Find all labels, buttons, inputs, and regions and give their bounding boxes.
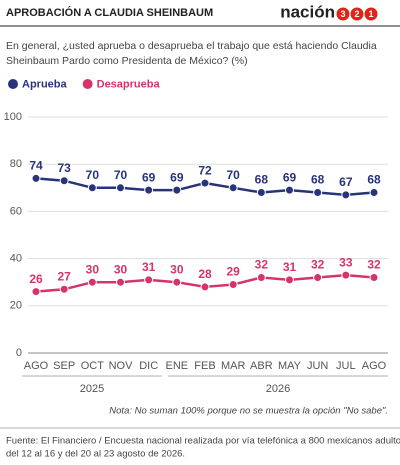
subtitle: En general, ¿usted aprueba o desaprueba … xyxy=(6,40,377,52)
x-tick-label: NOV xyxy=(109,360,134,372)
point xyxy=(369,188,379,198)
brand: nación xyxy=(280,2,335,21)
point xyxy=(228,280,238,290)
value-label: 69 xyxy=(142,170,156,184)
x-tick-label: DIC xyxy=(139,360,158,372)
point xyxy=(341,270,351,280)
point xyxy=(313,188,323,198)
x-tick-label: MAR xyxy=(221,360,246,372)
y-tick-label: 0 xyxy=(16,347,22,359)
brand-digit: 2 xyxy=(354,9,359,19)
point xyxy=(172,185,182,195)
x-tick-label: ABR xyxy=(250,360,273,372)
x-tick-label: JUL xyxy=(336,360,356,372)
y-tick-label: 60 xyxy=(10,205,22,217)
brand-circle xyxy=(350,7,364,21)
value-label: 30 xyxy=(170,262,184,276)
year-label: 2025 xyxy=(80,383,104,395)
brand-digits: 3 2 1 xyxy=(336,7,378,21)
value-label: 27 xyxy=(57,269,71,283)
value-label: 32 xyxy=(255,258,269,272)
value-label: 32 xyxy=(311,258,325,272)
value-label: 33 xyxy=(339,255,353,269)
point xyxy=(341,190,351,200)
value-label: 70 xyxy=(86,168,100,182)
point xyxy=(59,176,69,186)
value-label: 29 xyxy=(226,265,240,279)
y-tick-label: 100 xyxy=(4,111,22,123)
value-label: 74 xyxy=(29,159,43,173)
x-tick-label: AGO xyxy=(362,360,387,372)
source: Fuente: El Financiero / Encuesta naciona… xyxy=(6,436,400,447)
point xyxy=(228,183,238,193)
brand-digit: 1 xyxy=(368,9,373,19)
value-label: 70 xyxy=(114,168,128,182)
source: del 12 al 16 y del 20 al 23 agosto de 20… xyxy=(6,449,185,460)
value-label: 69 xyxy=(170,170,184,184)
point xyxy=(116,183,125,193)
point xyxy=(87,277,97,287)
value-label: 73 xyxy=(57,161,71,175)
value-label: 70 xyxy=(226,168,240,182)
value-label: 68 xyxy=(255,173,269,187)
point xyxy=(31,173,41,183)
point xyxy=(87,183,97,193)
point xyxy=(116,277,125,287)
point xyxy=(144,275,154,285)
point xyxy=(31,287,41,297)
brand-digit: 3 xyxy=(340,9,345,19)
value-label: 67 xyxy=(339,175,353,189)
point xyxy=(256,188,266,198)
subtitle: Sheinbaum Pardo como Presidenta de Méxic… xyxy=(6,55,248,67)
point xyxy=(369,272,379,282)
point xyxy=(144,185,154,195)
y-tick-label: 20 xyxy=(10,300,22,312)
point xyxy=(172,277,182,287)
x-tick-label: FEB xyxy=(194,360,215,372)
value-label: 31 xyxy=(283,260,297,274)
value-label: 31 xyxy=(142,260,156,274)
point xyxy=(256,272,266,282)
point xyxy=(313,272,323,282)
value-label: 68 xyxy=(367,173,381,187)
value-label: 30 xyxy=(114,262,128,276)
point xyxy=(285,185,294,195)
legend-label: Desaprueba xyxy=(97,78,161,90)
note: Nota: No suman 100% porque no se muestra… xyxy=(109,406,388,417)
value-label: 26 xyxy=(29,272,43,286)
value-label: 28 xyxy=(198,267,212,281)
x-tick-label: JUN xyxy=(307,360,328,372)
value-label: 69 xyxy=(283,170,297,184)
value-label: 68 xyxy=(311,173,325,187)
x-tick-label: ENE xyxy=(166,360,189,372)
x-tick-label: AGO xyxy=(24,360,49,372)
x-tick-label: SEP xyxy=(53,360,75,372)
point xyxy=(200,282,210,292)
value-label: 32 xyxy=(367,258,381,272)
value-label: 30 xyxy=(86,262,100,276)
chart-title: APROBACIÓN A CLAUDIA SHEINBAUM xyxy=(6,6,213,19)
point xyxy=(200,178,210,188)
year-label: 2026 xyxy=(266,383,290,395)
y-tick-label: 80 xyxy=(10,158,22,170)
value-label: 72 xyxy=(198,163,212,177)
y-tick-label: 40 xyxy=(10,253,22,265)
brand-circle xyxy=(364,7,378,21)
point xyxy=(285,275,294,285)
x-tick-label: MAY xyxy=(278,360,302,372)
legend-label: Aprueba xyxy=(22,78,68,90)
legend-marker xyxy=(82,79,93,89)
x-tick-label: OCT xyxy=(81,360,105,372)
point xyxy=(59,284,69,294)
brand-circle xyxy=(336,7,350,21)
legend-marker xyxy=(8,79,18,89)
